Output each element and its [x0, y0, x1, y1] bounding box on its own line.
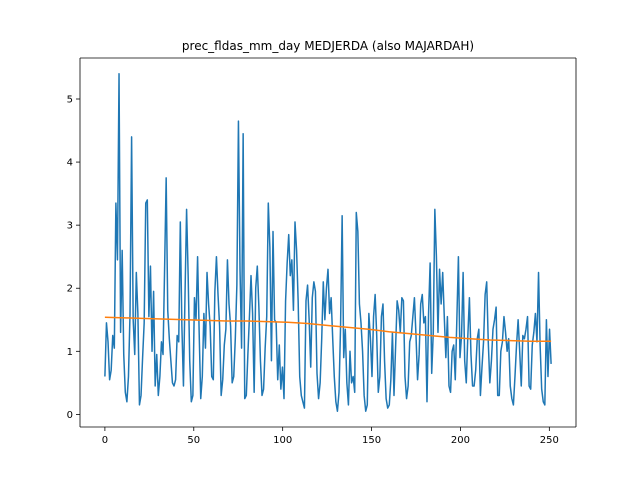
- y-tick-label: 5: [67, 95, 73, 106]
- x-tick-label: 150: [362, 435, 381, 446]
- x-tick-label: 0: [102, 435, 108, 446]
- x-tick-label: 200: [451, 435, 470, 446]
- x-tick-label: 50: [187, 435, 200, 446]
- x-tick-label: 100: [273, 435, 292, 446]
- series-line-2: [104, 316, 552, 342]
- series-line-1: [104, 73, 552, 412]
- y-tick-label: 1: [67, 347, 73, 358]
- y-tick-label: 0: [67, 410, 73, 421]
- y-tick-label: 3: [67, 221, 73, 232]
- y-tick-label: 4: [67, 158, 73, 169]
- plot-area: 0 50 100 150 200 250 0 1 2 3 4 5: [67, 57, 577, 446]
- x-tick-label: 250: [540, 435, 559, 446]
- y-tick-label: 2: [67, 284, 73, 295]
- chart-title: prec_fldas_mm_day MEDJERDA (also MAJARDA…: [182, 39, 474, 53]
